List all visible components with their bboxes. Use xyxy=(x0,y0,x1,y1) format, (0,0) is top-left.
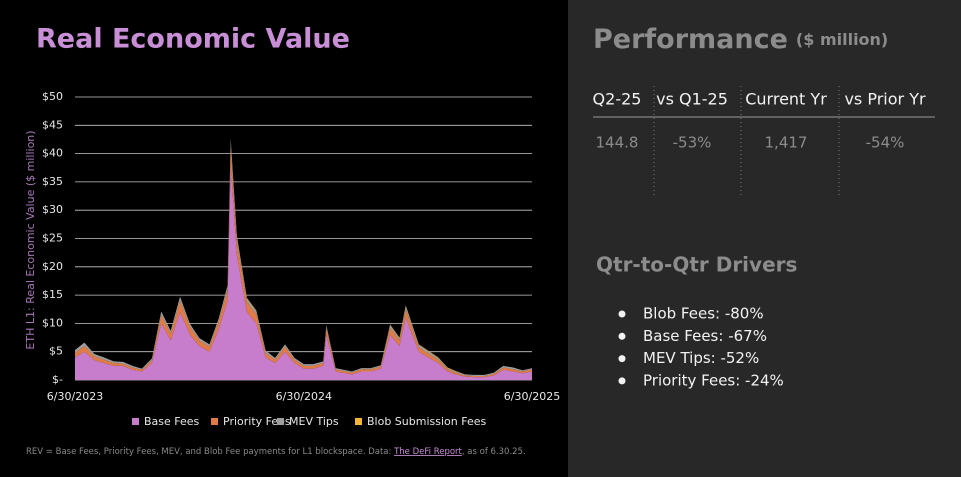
performance-subtitle: ($ million) xyxy=(796,30,888,49)
footnote-suffix: , as of 6.30.25. xyxy=(462,447,526,457)
table-header: Q2-25 xyxy=(593,90,642,109)
driver-item: MEV Tips: -52% xyxy=(643,349,759,367)
footnote: REV = Base Fees, Priority Fees, MEV, and… xyxy=(26,447,526,457)
driver-item: Blob Fees: -80% xyxy=(643,305,764,323)
performance-title-text: Performance xyxy=(593,24,788,55)
driver-item: Base Fees: -67% xyxy=(643,327,767,345)
table-cell: 1,417 xyxy=(765,134,808,152)
bullet xyxy=(618,332,626,340)
y-tick-label: $30 xyxy=(42,203,63,216)
table-cell: -53% xyxy=(673,134,712,152)
table-cell: 144.8 xyxy=(596,134,639,152)
y-tick-label: $20 xyxy=(42,260,63,273)
right-panel xyxy=(568,0,961,477)
chart-title: Real Economic Value xyxy=(36,24,350,55)
x-tick-label: 6/30/2024 xyxy=(276,390,332,403)
legend-swatch xyxy=(132,418,139,425)
y-tick-label: $5 xyxy=(49,345,63,358)
y-tick-label: $- xyxy=(52,373,63,386)
table-cell: -54% xyxy=(866,134,905,152)
x-tick-label: 6/30/2025 xyxy=(504,390,560,403)
plot: $- $5 $10 $15 $20 $25 $30 $35 $40 $45 $50 6/30/2023… xyxy=(42,90,560,403)
x-tick-label: 6/30/2023 xyxy=(47,390,103,403)
legend-swatch xyxy=(277,418,284,425)
legend-swatch xyxy=(211,418,218,425)
table-header: Current Yr xyxy=(745,90,827,109)
drivers: Blob Fees: -80% Base Fees: -67% MEV Tips: … xyxy=(618,305,784,389)
drivers-title: Qtr-to-Qtr Drivers xyxy=(596,253,797,277)
y-axis-title: ETH L1: Real Economic Value ($ million) xyxy=(24,130,37,349)
table-header: vs Prior Yr xyxy=(844,90,926,109)
performance-title: Performance ($ million) xyxy=(593,24,888,55)
y-tick-label: $45 xyxy=(42,118,63,131)
y-tick-label: $50 xyxy=(42,90,63,103)
footnote-text: REV = Base Fees, Priority Fees, MEV, and… xyxy=(26,447,394,457)
legend-swatch xyxy=(355,418,362,425)
y-tick-label: $25 xyxy=(42,232,63,245)
legend-label: Blob Submission Fees xyxy=(367,415,486,428)
bullet xyxy=(618,310,626,318)
legend-label: Priority Fees xyxy=(223,415,291,428)
y-tick-label: $15 xyxy=(42,288,63,301)
y-tick-label: $10 xyxy=(42,316,63,329)
bullet xyxy=(618,377,626,385)
bullet xyxy=(618,355,626,363)
table: Q2-25 vs Q1-25 Current Yr vs Prior Yr 144.8 -… xyxy=(593,90,926,152)
footnote-link[interactable]: The DeFi Report xyxy=(393,447,462,457)
legend-label: Base Fees xyxy=(144,415,200,428)
driver-item: Priority Fees: -24% xyxy=(643,371,784,389)
legend-label: MEV Tips xyxy=(289,415,339,428)
table-header: vs Q1-25 xyxy=(656,90,728,109)
y-tick-label: $35 xyxy=(42,175,63,188)
y-tick-label: $40 xyxy=(42,147,63,160)
